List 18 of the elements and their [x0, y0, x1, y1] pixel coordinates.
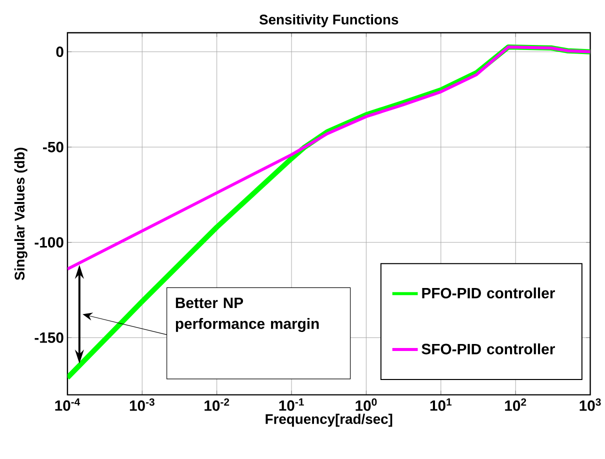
x-axis-title: Frequency[rad/sec]: [266, 414, 392, 427]
y-tick-label: -50: [43, 142, 64, 152]
y-axis-title: Singular Values (db): [14, 148, 28, 280]
legend-label: SFO-PID controller: [422, 343, 555, 354]
x-tick-label: 10$^{0}$: [356, 398, 377, 411]
y-tick-label: -100: [34, 236, 64, 248]
x-tick-label: 10$^{-4}$: [55, 398, 80, 411]
x-tick-label: 10$^{2}$: [505, 398, 526, 411]
x-tick-label: 10$^{3}$: [580, 398, 601, 411]
x-tick-label: 10$^{-2}$: [204, 398, 230, 411]
x-tick-label: 10$^{1}$: [430, 398, 452, 411]
chart-title: Sensitivity Functions: [259, 14, 398, 28]
annotation: Better NP performance margin: [176, 298, 319, 332]
x-tick-label: 10$^{-1}$: [279, 398, 304, 411]
y-tick-label: -150: [34, 332, 64, 343]
y-tick-label: 0: [56, 46, 64, 57]
legend-label: PFO-PID controller: [422, 287, 555, 298]
x-tick-label: 10$^{-3}$: [130, 398, 154, 411]
